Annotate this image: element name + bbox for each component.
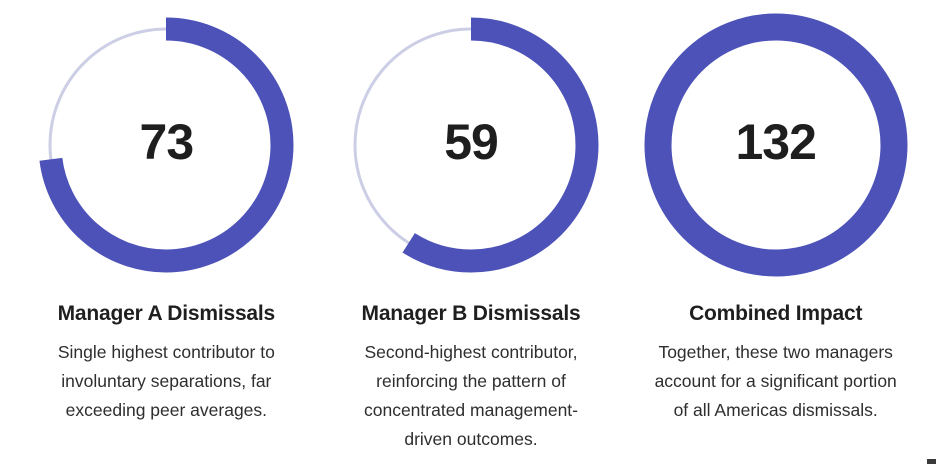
kpi-description: Together, these two managers account for… — [654, 342, 897, 420]
kpi-title: Manager B Dismissals — [361, 302, 581, 325]
donut-value: 132 — [735, 114, 816, 170]
donut-progress-arc — [343, 17, 599, 273]
scrollbar-corner-fragment — [927, 459, 936, 464]
donut-value: 59 — [444, 114, 499, 170]
donut-progress-arc — [38, 17, 294, 273]
kpi-card-manager-a: 73 Manager A Dismissals Single highest c… — [14, 0, 319, 464]
kpi-title: Combined Impact — [689, 302, 863, 325]
donut-chart-manager-b: 59 — [332, 6, 610, 284]
donut-progress-arc — [644, 13, 908, 277]
donut-chart-combined: 132 — [637, 6, 915, 284]
kpi-description: Second-highest contributor, reinforcing … — [363, 342, 579, 449]
kpi-card-combined: 132 Combined Impact Together, these two … — [623, 0, 928, 464]
donut-ring-svg — [644, 13, 908, 277]
donut-ring-svg — [343, 17, 599, 273]
kpi-description: Single highest contributor to involuntar… — [57, 342, 275, 420]
donut-chart-manager-a: 73 — [27, 6, 305, 284]
kpi-title: Manager A Dismissals — [57, 302, 276, 325]
kpi-card-manager-b: 59 Manager B Dismissals Second-highest c… — [319, 0, 624, 464]
donut-ring-svg — [38, 17, 294, 273]
donut-value: 73 — [139, 114, 195, 170]
